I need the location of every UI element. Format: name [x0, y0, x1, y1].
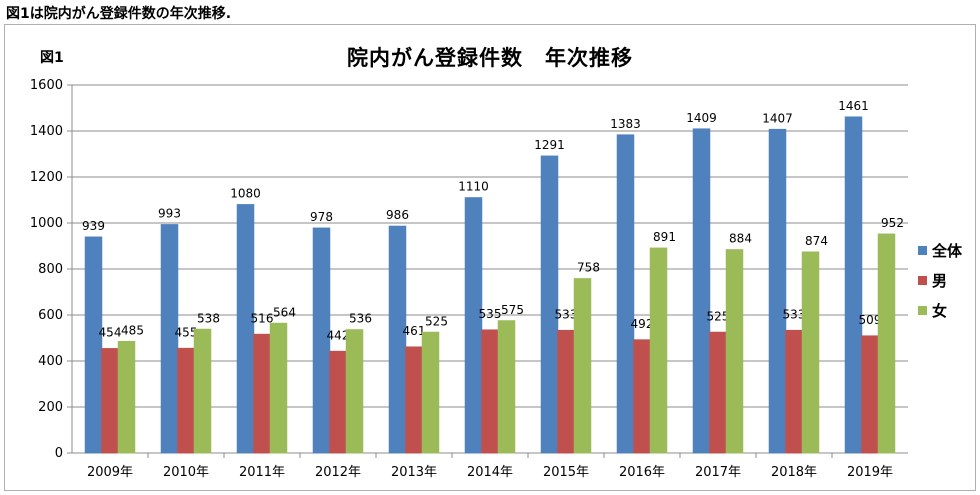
figure-label: 図1: [40, 50, 64, 66]
bar-2: [421, 331, 440, 454]
bar-0: [388, 225, 407, 454]
x-tick-label: 2011年: [239, 465, 285, 480]
bar-2: [725, 249, 744, 454]
data-label: 509: [859, 313, 882, 327]
data-label: 492: [631, 317, 654, 331]
bar-1: [253, 333, 271, 454]
data-label: 442: [327, 328, 350, 342]
data-label: 525: [707, 309, 730, 323]
chart-frame: [4, 24, 976, 491]
data-label: 1291: [534, 138, 565, 152]
bar-0: [160, 224, 179, 454]
y-tick-label: 1000: [30, 216, 63, 231]
data-label: 952: [881, 216, 904, 230]
data-label: 891: [653, 230, 676, 244]
data-label: 461: [403, 324, 426, 338]
legend-label: 女: [932, 302, 947, 320]
legend-label: 全体: [931, 242, 963, 260]
x-tick-label: 2009年: [87, 465, 133, 480]
data-label: 986: [386, 208, 409, 222]
data-label: 1110: [458, 180, 489, 194]
bar-0: [464, 197, 483, 454]
legend-swatch: [918, 246, 927, 255]
data-label: 1080: [230, 187, 261, 201]
data-label: 1409: [686, 111, 717, 125]
bar-1: [101, 348, 119, 454]
bar-2: [193, 328, 212, 454]
data-label: 993: [158, 207, 181, 221]
data-label: 874: [805, 234, 828, 248]
y-tick-label: 0: [55, 446, 63, 461]
x-tick-label: 2018年: [771, 465, 817, 480]
bar-2: [573, 278, 592, 454]
data-label: 525: [425, 314, 448, 328]
data-label: 939: [82, 219, 105, 233]
bar-1: [785, 329, 803, 454]
data-label: 454: [99, 326, 122, 340]
data-label: 536: [349, 312, 372, 326]
y-tick-label: 200: [38, 400, 63, 415]
y-tick-label: 1200: [30, 170, 63, 185]
bar-2: [877, 233, 896, 454]
legend-swatch: [918, 276, 927, 285]
y-tick-label: 600: [38, 308, 63, 323]
data-label: 533: [783, 307, 806, 321]
bar-1: [481, 329, 499, 454]
data-label: 978: [310, 210, 333, 224]
data-label: 455: [175, 325, 198, 339]
y-tick-label: 1400: [30, 124, 63, 139]
bar-2: [345, 329, 364, 454]
y-tick-label: 1600: [30, 78, 63, 93]
x-tick-label: 2010年: [163, 465, 209, 480]
data-label: 485: [121, 323, 144, 337]
x-tick-label: 2015年: [543, 465, 589, 480]
bar-0: [616, 134, 635, 454]
y-tick-label: 800: [38, 262, 63, 277]
bar-1: [405, 346, 423, 454]
bar-0: [692, 128, 711, 454]
legend-swatch: [918, 306, 927, 315]
data-label: 884: [729, 232, 752, 246]
x-tick-label: 2013年: [391, 465, 437, 480]
x-tick-label: 2019年: [847, 465, 893, 480]
bar-2: [269, 322, 288, 454]
data-label: 538: [197, 311, 220, 325]
chart-title-text: 院内がん登録件数 年次推移: [347, 46, 633, 70]
bar-2: [117, 340, 136, 454]
bar-1: [861, 335, 879, 454]
data-label: 1383: [610, 117, 641, 131]
x-tick-label: 2016年: [619, 465, 665, 480]
bar-1: [709, 331, 727, 454]
figure-caption: 図1は院内がん登録件数の年次推移.: [6, 6, 232, 22]
data-label: 1407: [762, 111, 793, 125]
data-label: 535: [479, 307, 502, 321]
bar-0: [540, 155, 559, 454]
y-tick-label: 400: [38, 354, 63, 369]
bar-1: [633, 339, 651, 454]
data-label: 758: [577, 261, 600, 275]
bar-0: [312, 227, 331, 454]
x-tick-label: 2017年: [695, 465, 741, 480]
data-label: 516: [251, 311, 274, 325]
legend-label: 男: [932, 272, 947, 290]
bar-1: [329, 350, 347, 454]
chart-title: 院内がん登録件数 年次推移: [0, 42, 980, 72]
data-label: 1461: [838, 99, 869, 113]
x-tick-label: 2012年: [315, 465, 361, 480]
bar-2: [649, 247, 668, 454]
bar-0: [768, 128, 787, 454]
bar-2: [497, 320, 516, 454]
bar-1: [177, 347, 195, 454]
data-label: 564: [273, 305, 296, 319]
data-label: 575: [501, 303, 524, 317]
bar-2: [801, 251, 820, 454]
bar-0: [844, 116, 863, 454]
bar-1: [557, 329, 575, 454]
bar-0: [236, 204, 255, 454]
data-label: 533: [555, 307, 578, 321]
x-tick-label: 2014年: [467, 465, 513, 480]
bar-0: [84, 236, 103, 454]
